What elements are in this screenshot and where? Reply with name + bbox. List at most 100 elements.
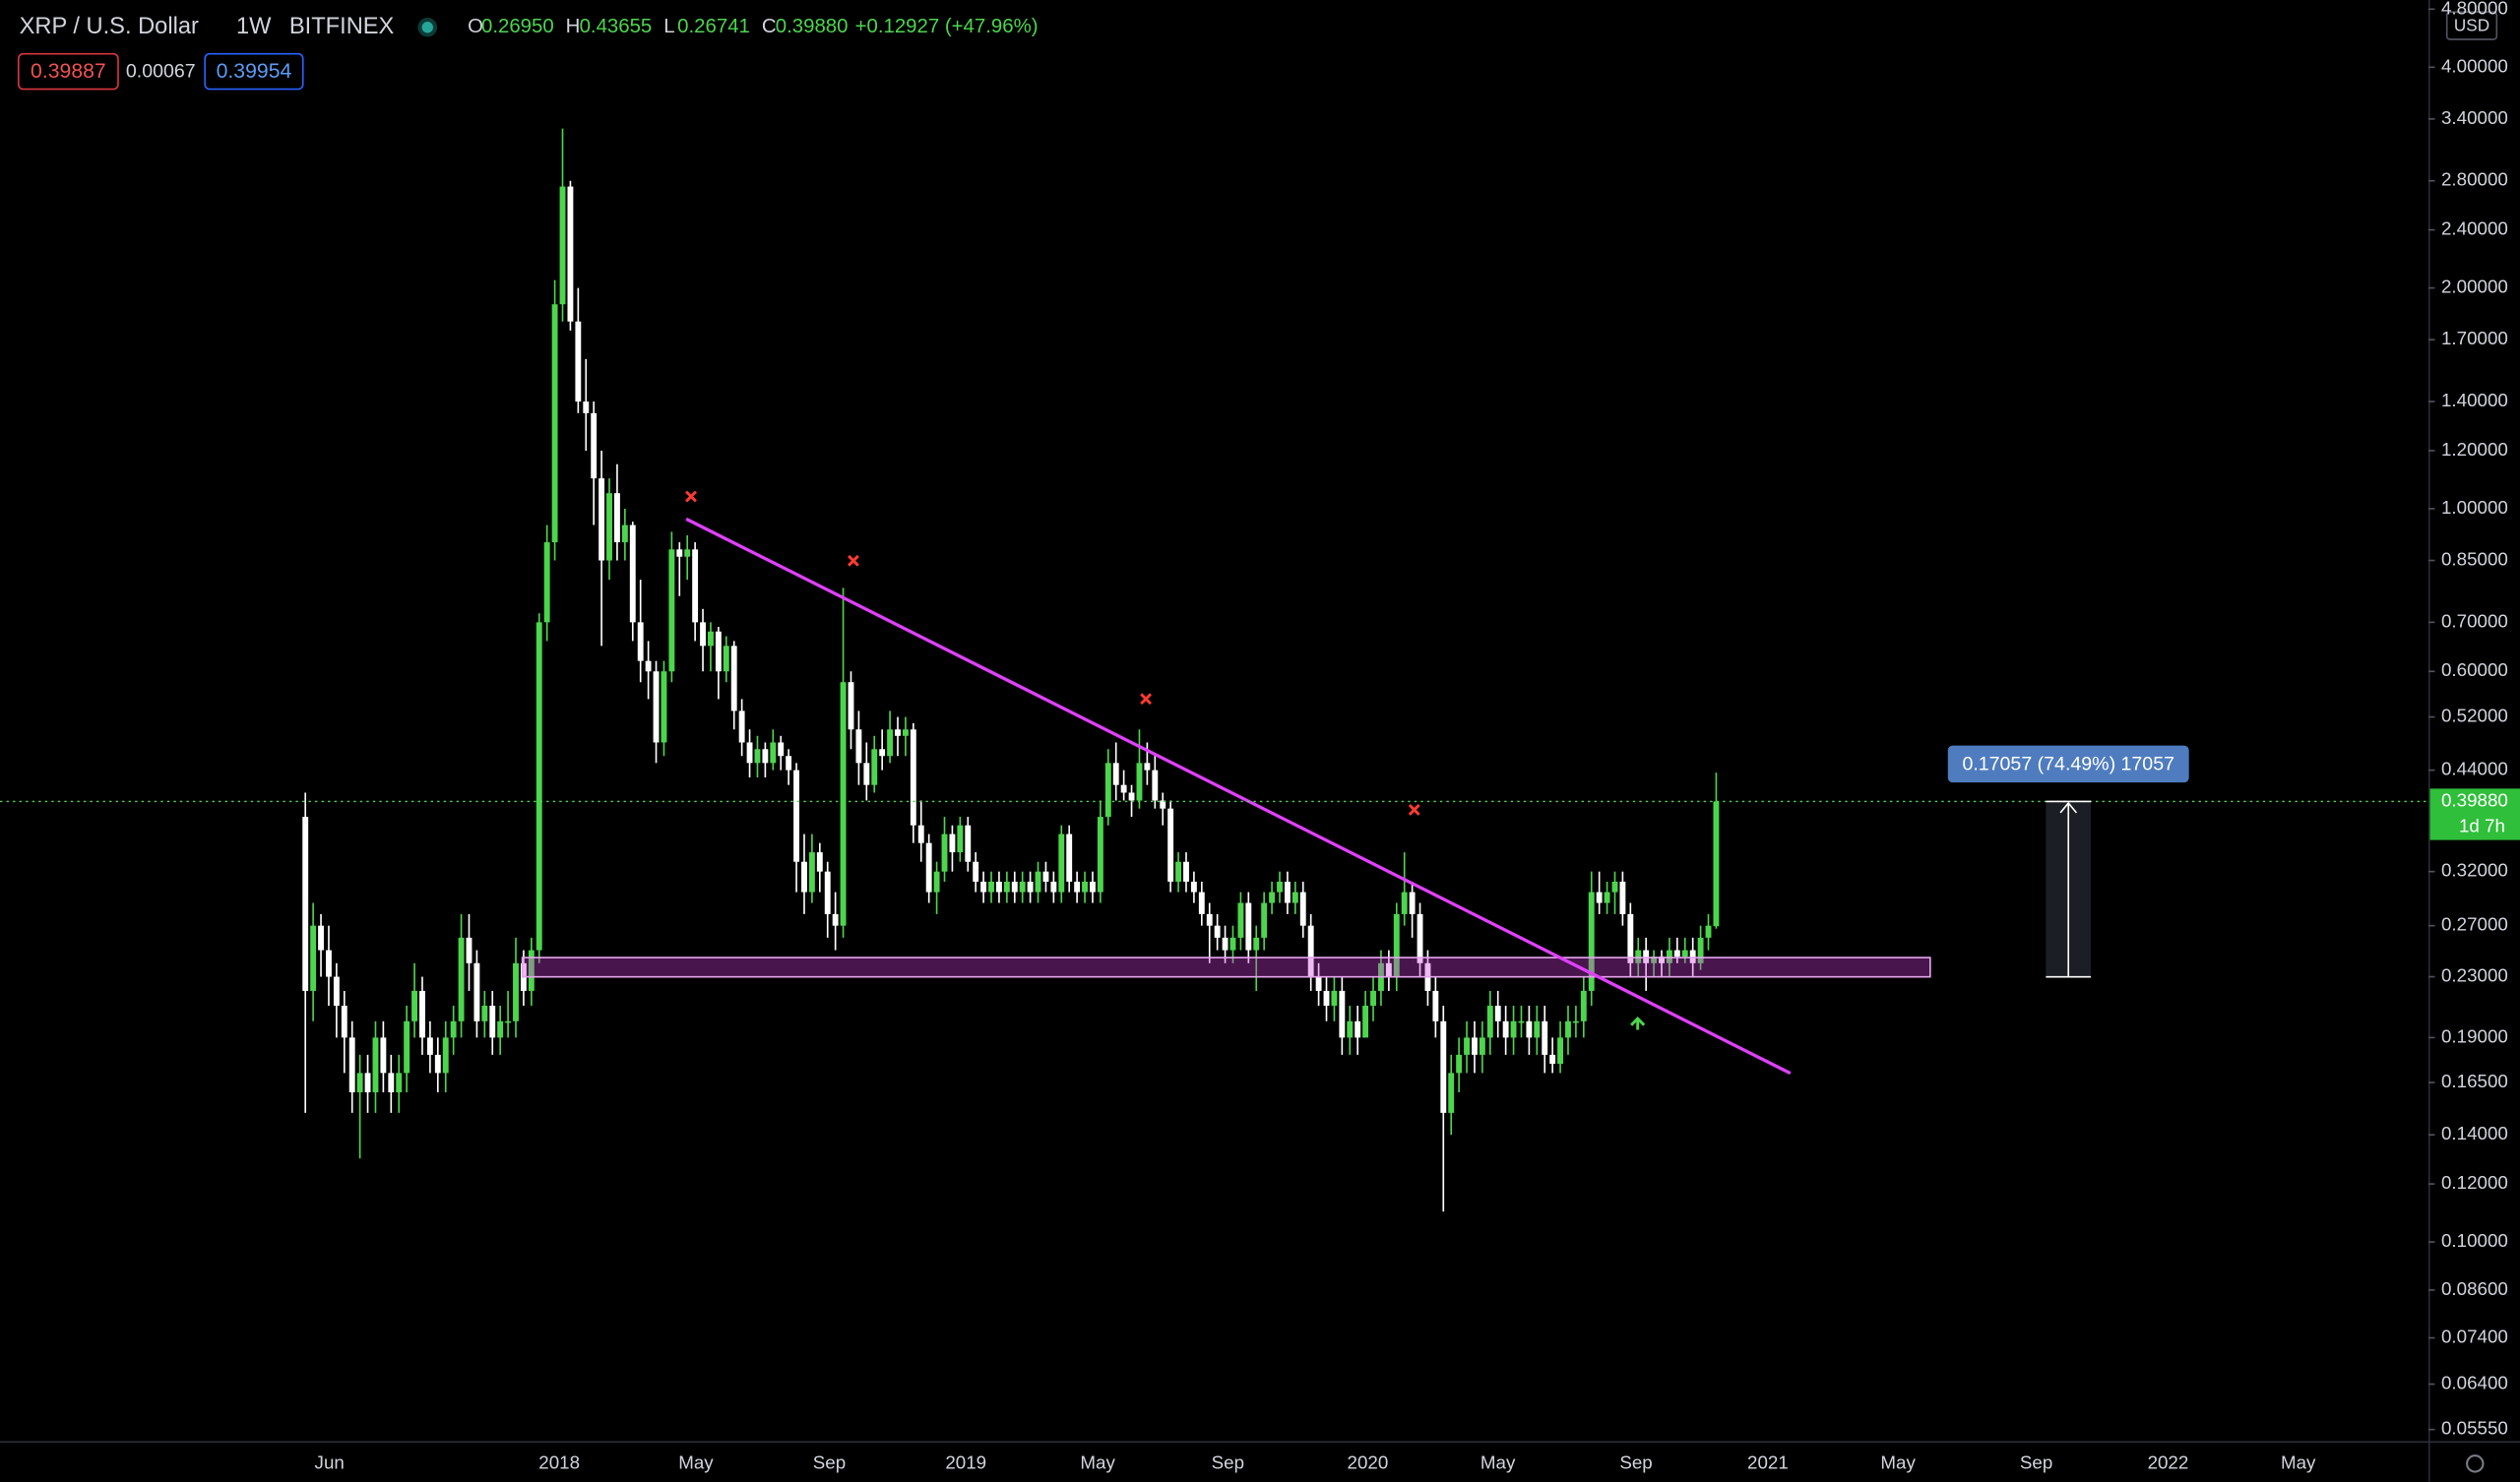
candle-body bbox=[1354, 1020, 1361, 1038]
candle-body bbox=[1229, 937, 1236, 951]
candle-body bbox=[606, 493, 612, 561]
y-tick-label: 1.40000 bbox=[2441, 390, 2508, 410]
y-tick-label: 3.40000 bbox=[2441, 107, 2508, 128]
currency[interactable]: USD bbox=[2454, 15, 2489, 34]
candle-body bbox=[513, 962, 519, 1021]
candle-body bbox=[1292, 892, 1298, 903]
x-tick-label: May bbox=[2281, 1451, 2316, 1472]
candle-body bbox=[1659, 957, 1665, 963]
candle-body bbox=[404, 1020, 410, 1074]
ohlc-letter: H bbox=[566, 16, 581, 37]
x-tick-label: Sep bbox=[813, 1451, 846, 1472]
candle-body bbox=[1307, 925, 1314, 977]
candle-body bbox=[1237, 902, 1244, 938]
candle-body bbox=[629, 525, 636, 623]
y-tick-label: 0.05550 bbox=[2441, 1418, 2508, 1439]
ohlc-value: 0.26741 bbox=[677, 16, 750, 37]
x-tick-label: Sep bbox=[2020, 1451, 2052, 1472]
candle-body bbox=[863, 763, 870, 785]
ohlc-value: 0.43655 bbox=[580, 16, 653, 37]
symbol: XRP / U.S. Dollar bbox=[20, 14, 199, 39]
candle-body bbox=[770, 742, 777, 764]
candle-body bbox=[1167, 808, 1174, 882]
candle-body bbox=[419, 990, 425, 1038]
candle-body bbox=[466, 937, 472, 963]
candle-body bbox=[1269, 892, 1276, 903]
candle-body bbox=[1486, 1006, 1493, 1038]
candle-body bbox=[1604, 892, 1610, 903]
y-tick-label: 0.44000 bbox=[2441, 759, 2508, 779]
settings-icon[interactable] bbox=[2466, 1454, 2485, 1473]
candle-body bbox=[1003, 881, 1010, 893]
candles bbox=[302, 128, 1720, 1212]
y-tick-label: 0.70000 bbox=[2441, 610, 2508, 631]
candle-body bbox=[1580, 990, 1587, 1021]
candle-body bbox=[411, 990, 418, 1021]
candle-body bbox=[380, 1037, 387, 1074]
candle-body bbox=[1518, 1020, 1525, 1023]
x-marker bbox=[685, 490, 697, 503]
candle-body bbox=[1627, 913, 1634, 963]
candle-body bbox=[551, 304, 558, 543]
candle-body bbox=[1502, 1020, 1509, 1038]
y-tick-label: 0.32000 bbox=[2441, 860, 2508, 881]
candle-body bbox=[1011, 881, 1018, 893]
candle-body bbox=[1331, 990, 1338, 1007]
candle-body bbox=[1464, 1037, 1470, 1055]
candle-body bbox=[434, 1054, 441, 1074]
candle-body bbox=[754, 749, 761, 764]
candle-body bbox=[426, 1037, 433, 1055]
candle-body bbox=[1090, 881, 1096, 893]
candle-body bbox=[489, 1006, 496, 1038]
candle-body bbox=[1160, 800, 1166, 809]
candle-body bbox=[497, 1020, 504, 1038]
candle-body bbox=[1347, 1020, 1354, 1038]
candle-body bbox=[1261, 902, 1268, 938]
buy-button[interactable] bbox=[204, 52, 304, 91]
candle-body bbox=[591, 412, 598, 479]
candle-body bbox=[645, 660, 652, 672]
candle-body bbox=[949, 834, 956, 853]
ohlc-change: +0.12927 (+47.96%) bbox=[855, 16, 1039, 37]
candle-body bbox=[933, 871, 940, 893]
candle-body bbox=[1206, 913, 1213, 926]
y-tick-label: 0.52000 bbox=[2441, 706, 2508, 726]
trendline bbox=[685, 517, 1792, 1076]
y-tick-label: 0.27000 bbox=[2441, 914, 2508, 935]
x-tick-label: May bbox=[1080, 1451, 1115, 1472]
candle-body bbox=[1035, 871, 1041, 893]
x-marker bbox=[1140, 693, 1153, 706]
candle-body bbox=[598, 478, 605, 561]
candle-body bbox=[1277, 881, 1283, 893]
measure-label-box bbox=[1947, 745, 2189, 783]
candle-body bbox=[1362, 1006, 1369, 1038]
candle-body bbox=[1128, 792, 1135, 801]
candle-body bbox=[1705, 925, 1712, 938]
candle-body bbox=[1596, 892, 1603, 903]
buy-price[interactable]: 0.39954 bbox=[217, 60, 292, 83]
measure-arrowhead bbox=[2059, 801, 2078, 814]
candle-body bbox=[723, 646, 729, 672]
candle-body bbox=[1183, 861, 1189, 882]
candle-body bbox=[1417, 913, 1423, 963]
candle-body bbox=[941, 834, 948, 872]
candle-body bbox=[1104, 763, 1111, 818]
ohlc-letter: C bbox=[762, 16, 777, 37]
currency-box[interactable] bbox=[2445, 11, 2498, 40]
interval: 1W bbox=[236, 14, 272, 39]
candle-body bbox=[708, 631, 714, 647]
candle-body bbox=[730, 646, 737, 711]
x-tick-label: May bbox=[1880, 1451, 1916, 1472]
candle-body bbox=[318, 925, 324, 951]
candle-body bbox=[1190, 881, 1197, 893]
candle-body bbox=[364, 1073, 371, 1093]
candle-body bbox=[1401, 892, 1408, 914]
sell-button[interactable] bbox=[17, 52, 119, 91]
candle-body bbox=[653, 671, 660, 743]
support-zone bbox=[521, 957, 1931, 978]
candle-body bbox=[746, 742, 753, 764]
sell-price[interactable]: 0.39887 bbox=[31, 60, 106, 83]
y-tick-label: 4.00000 bbox=[2441, 55, 2508, 76]
